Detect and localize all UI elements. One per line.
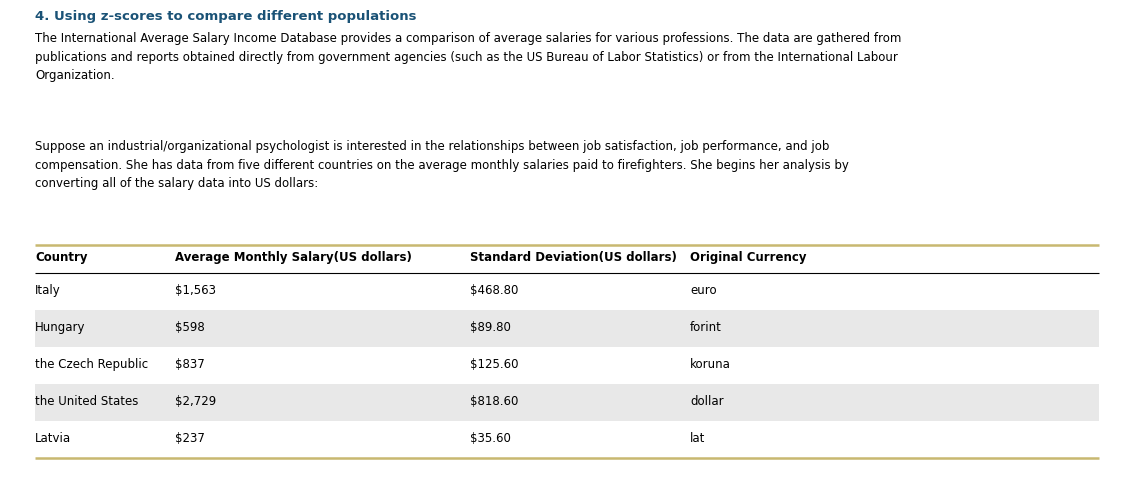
- Bar: [35, 310, 1099, 347]
- Text: dollar: dollar: [689, 395, 723, 408]
- Text: Italy: Italy: [35, 284, 61, 297]
- Text: $237: $237: [175, 432, 205, 445]
- Text: $125.60: $125.60: [469, 358, 518, 371]
- Text: The International Average Salary Income Database provides a comparison of averag: The International Average Salary Income …: [35, 32, 902, 82]
- Text: $837: $837: [175, 358, 205, 371]
- Text: $89.80: $89.80: [469, 321, 511, 334]
- Text: $2,729: $2,729: [175, 395, 217, 408]
- Text: Suppose an industrial/organizational psychologist is interested in the relations: Suppose an industrial/organizational psy…: [35, 140, 849, 190]
- Text: Average Monthly Salary(US dollars): Average Monthly Salary(US dollars): [175, 251, 412, 264]
- Text: Standard Deviation(US dollars): Standard Deviation(US dollars): [469, 251, 677, 264]
- Text: forint: forint: [689, 321, 722, 334]
- Text: $35.60: $35.60: [469, 432, 511, 445]
- Text: $468.80: $468.80: [469, 284, 518, 297]
- Text: Country: Country: [35, 251, 87, 264]
- Text: the United States: the United States: [35, 395, 138, 408]
- Text: koruna: koruna: [689, 358, 731, 371]
- Text: $1,563: $1,563: [175, 284, 215, 297]
- Text: Hungary: Hungary: [35, 321, 85, 334]
- Text: Original Currency: Original Currency: [689, 251, 806, 264]
- Text: lat: lat: [689, 432, 705, 445]
- Text: the Czech Republic: the Czech Republic: [35, 358, 149, 371]
- Bar: [35, 384, 1099, 421]
- Text: euro: euro: [689, 284, 717, 297]
- Text: $598: $598: [175, 321, 205, 334]
- Text: $818.60: $818.60: [469, 395, 518, 408]
- Text: 4. Using z-scores to compare different populations: 4. Using z-scores to compare different p…: [35, 10, 416, 23]
- Text: Latvia: Latvia: [35, 432, 71, 445]
